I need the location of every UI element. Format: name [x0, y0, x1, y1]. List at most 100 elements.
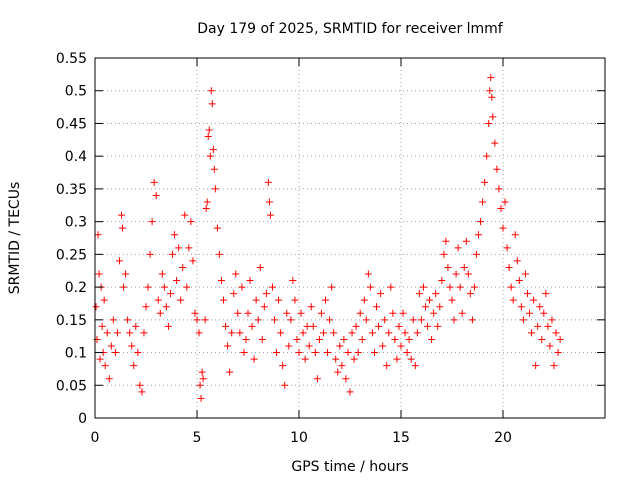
data-point	[148, 218, 156, 226]
data-point	[119, 224, 127, 232]
data-point	[311, 349, 319, 357]
data-point	[171, 231, 179, 239]
y-tick-label: 0.5	[65, 84, 87, 100]
data-point	[530, 296, 538, 304]
data-point	[409, 316, 417, 324]
data-point	[207, 87, 215, 95]
data-point	[479, 198, 487, 206]
tick-labels: 0 0.05 0.1 0.15 0.2 0.25 0.3 0.35 0.4 0.45 0.5 0.55…	[56, 51, 512, 446]
data-point	[542, 290, 550, 298]
data-point	[175, 244, 183, 252]
data-point	[268, 283, 276, 291]
data-point	[432, 290, 440, 298]
data-point	[299, 329, 307, 337]
data-point	[385, 329, 393, 337]
data-point	[554, 349, 562, 357]
data-points	[92, 74, 564, 402]
x-tick-label: 5	[193, 430, 202, 446]
data-point	[368, 329, 376, 337]
data-point	[273, 349, 281, 357]
data-point	[173, 277, 181, 285]
data-point	[232, 270, 240, 278]
data-point	[515, 277, 523, 285]
data-point	[289, 277, 297, 285]
data-point	[140, 329, 148, 337]
y-tick-label: 0.45	[56, 116, 87, 132]
data-point	[206, 152, 214, 160]
y-tick-label: 0.2	[65, 280, 87, 296]
data-point	[224, 342, 232, 350]
x-tick-label: 10	[290, 430, 308, 446]
data-point	[204, 133, 212, 141]
data-point	[317, 309, 325, 317]
y-tick-label: 0.25	[56, 247, 87, 263]
data-point	[136, 381, 144, 389]
data-point	[213, 224, 221, 232]
y-tick-label: 0.1	[65, 346, 87, 362]
data-point	[348, 329, 356, 337]
data-point	[495, 185, 503, 193]
data-point	[98, 322, 106, 330]
data-point	[366, 283, 374, 291]
data-point	[552, 329, 560, 337]
data-point	[340, 335, 348, 343]
data-point	[446, 283, 454, 291]
data-point	[460, 263, 468, 271]
data-point	[523, 290, 531, 298]
data-point	[242, 335, 250, 343]
data-point	[100, 296, 108, 304]
data-point	[364, 270, 372, 278]
data-point	[271, 316, 279, 324]
data-point	[162, 303, 170, 311]
data-point	[330, 329, 338, 337]
data-point	[142, 303, 150, 311]
data-point	[383, 362, 391, 370]
data-point	[291, 296, 299, 304]
data-point	[413, 329, 421, 337]
data-point	[556, 335, 564, 343]
data-point	[197, 394, 205, 402]
data-point	[334, 368, 342, 376]
y-tick-label: 0.05	[56, 378, 87, 394]
data-point	[488, 93, 496, 101]
data-point	[403, 349, 411, 357]
data-point	[481, 178, 489, 186]
data-point	[215, 250, 223, 258]
data-point	[134, 349, 142, 357]
data-point	[354, 349, 362, 357]
data-point	[399, 309, 407, 317]
data-point	[217, 277, 225, 285]
data-point	[199, 375, 207, 383]
data-point	[210, 165, 218, 173]
data-point	[350, 355, 358, 363]
data-point	[499, 224, 507, 232]
data-point	[468, 316, 476, 324]
data-point	[434, 322, 442, 330]
data-point	[111, 349, 119, 357]
data-point	[295, 349, 303, 357]
data-point	[201, 316, 209, 324]
data-point	[166, 290, 174, 298]
data-point	[130, 362, 138, 370]
data-point	[315, 335, 323, 343]
data-point	[332, 355, 340, 363]
data-point	[103, 329, 111, 337]
data-point	[505, 263, 513, 271]
data-point	[375, 322, 383, 330]
data-point	[254, 316, 262, 324]
data-point	[532, 362, 540, 370]
data-point	[377, 290, 385, 298]
data-point	[244, 309, 252, 317]
data-point	[548, 316, 556, 324]
data-point	[191, 309, 199, 317]
data-point	[266, 211, 274, 219]
data-point	[393, 355, 401, 363]
data-point	[156, 309, 164, 317]
data-point	[483, 152, 491, 160]
data-point	[421, 303, 429, 311]
data-point	[205, 126, 213, 134]
data-point	[126, 329, 134, 337]
data-point	[275, 296, 283, 304]
data-point	[169, 250, 177, 258]
